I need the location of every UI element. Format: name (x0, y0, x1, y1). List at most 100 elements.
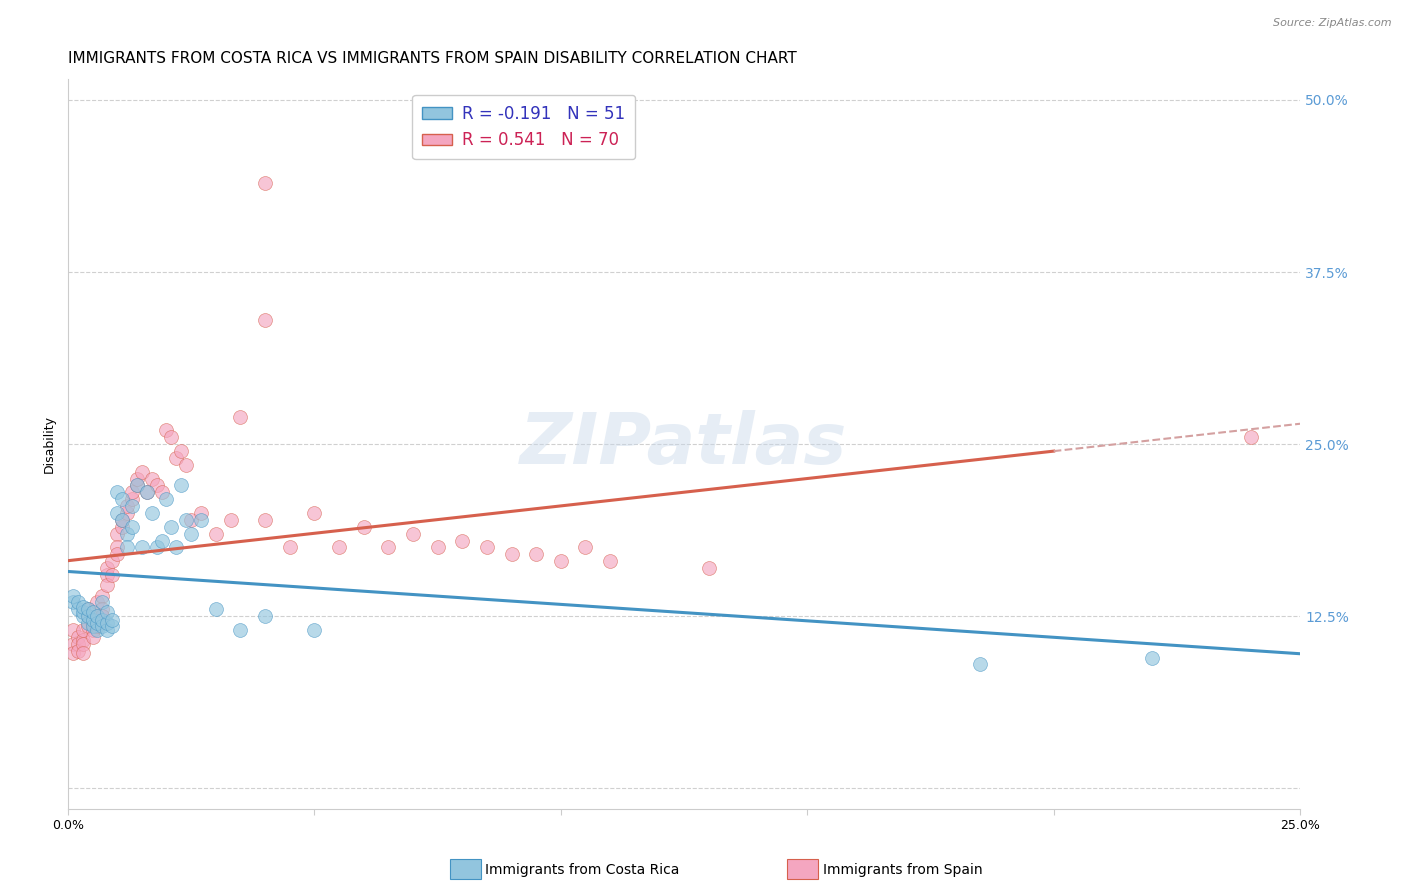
Y-axis label: Disability: Disability (44, 415, 56, 473)
Point (91, 589, 114, 603)
Point (76, 609, 98, 624)
Point (204, 602, 226, 616)
Point (190, 506, 212, 520)
Point (91, 619, 114, 633)
Point (170, 478, 193, 492)
Point (86, 623, 108, 637)
Point (121, 520, 143, 534)
Point (141, 506, 163, 520)
Point (86, 616, 108, 631)
Point (72, 599, 94, 614)
Point (72, 632, 94, 647)
Point (155, 492, 177, 507)
Point (969, 657, 991, 672)
Point (96, 616, 118, 631)
Point (131, 465, 153, 479)
Point (204, 526, 226, 541)
Point (254, 313, 277, 327)
Point (451, 533, 474, 548)
Text: Immigrants from Costa Rica: Immigrants from Costa Rica (485, 863, 679, 877)
Point (76, 602, 98, 616)
Text: Source: ZipAtlas.com: Source: ZipAtlas.com (1274, 18, 1392, 28)
Point (125, 478, 148, 492)
Point (66, 602, 89, 616)
Point (101, 613, 124, 627)
Point (115, 541, 138, 555)
Point (353, 520, 375, 534)
Point (82, 619, 104, 633)
Point (82, 630, 104, 644)
Point (86, 595, 108, 609)
Point (101, 554, 124, 568)
Point (76, 616, 98, 631)
Point (254, 513, 277, 527)
Point (76, 602, 98, 616)
Point (377, 541, 399, 555)
Point (501, 547, 523, 561)
Point (76, 609, 98, 624)
Point (174, 458, 197, 472)
Point (1142, 650, 1164, 665)
Point (254, 609, 277, 624)
Point (150, 485, 173, 500)
Point (111, 520, 134, 534)
Point (105, 526, 128, 541)
Point (62, 623, 84, 637)
Point (86, 619, 108, 633)
Point (62, 637, 84, 651)
Point (160, 430, 183, 444)
Point (219, 513, 242, 527)
Point (697, 561, 720, 575)
Point (180, 513, 202, 527)
Point (229, 409, 252, 424)
Point (304, 623, 326, 637)
Point (131, 541, 153, 555)
Point (145, 541, 167, 555)
Point (105, 547, 128, 561)
Point (96, 561, 118, 575)
Text: ZIPatlas: ZIPatlas (520, 409, 848, 479)
Point (91, 609, 114, 624)
Point (91, 602, 114, 616)
Point (155, 424, 177, 438)
Point (111, 492, 134, 507)
Point (599, 554, 621, 568)
Point (96, 568, 118, 582)
Point (574, 541, 596, 555)
Point (426, 541, 449, 555)
Point (170, 444, 193, 458)
Point (174, 513, 197, 527)
Point (105, 506, 128, 520)
Point (402, 526, 425, 541)
Point (328, 541, 350, 555)
Point (101, 568, 124, 582)
Legend: R = -0.191   N = 51, R = 0.541   N = 70: R = -0.191 N = 51, R = 0.541 N = 70 (412, 95, 636, 160)
Point (96, 577, 118, 591)
Point (82, 623, 104, 637)
Point (135, 485, 157, 500)
Point (165, 541, 187, 555)
Point (278, 541, 301, 555)
Point (115, 499, 138, 513)
Point (111, 513, 134, 527)
Point (229, 623, 252, 637)
Point (125, 472, 148, 486)
Point (190, 513, 212, 527)
Point (165, 450, 187, 465)
Point (72, 647, 94, 661)
Point (62, 647, 84, 661)
Point (72, 605, 94, 619)
Point (86, 609, 108, 624)
Point (475, 541, 498, 555)
Point (160, 520, 183, 534)
Point (72, 637, 94, 651)
Point (141, 472, 163, 486)
Point (91, 595, 114, 609)
Point (101, 619, 124, 633)
Point (150, 533, 173, 548)
Text: Immigrants from Spain: Immigrants from Spain (823, 863, 983, 877)
Point (62, 595, 84, 609)
Point (121, 499, 143, 513)
Point (524, 547, 547, 561)
Point (1240, 430, 1263, 444)
